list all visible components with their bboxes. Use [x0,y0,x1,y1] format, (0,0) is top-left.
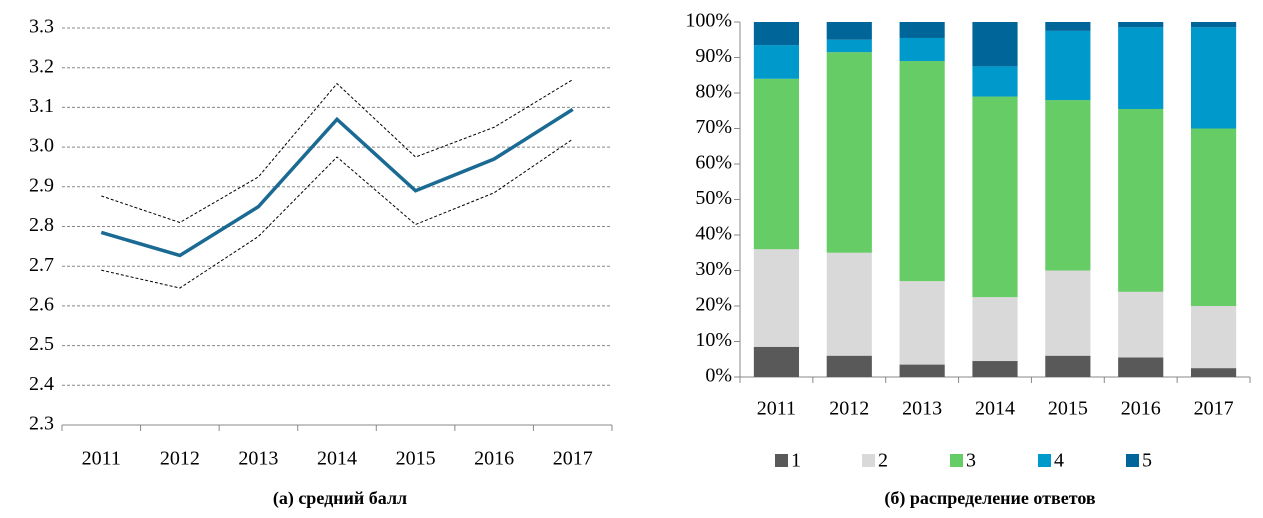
y-tick-label: 2.4 [29,373,54,395]
bar-segment [1118,22,1164,28]
caption: (а) средний балл [273,488,407,509]
y-tick-label: 3.2 [29,55,54,77]
bar-segment [826,52,872,253]
caption: (б) распределение ответов [884,488,1096,509]
y-tick-label: 60% [695,152,732,174]
y-tick-label: 70% [695,116,732,138]
bar-segment [1118,357,1164,377]
y-tick-label: 3.0 [29,135,54,157]
bar-segment [1190,368,1237,377]
x-tick-label: 2015 [1048,398,1088,420]
y-tick-label: 100% [685,10,732,32]
x-tick-label: 2011 [757,398,796,420]
y-tick-label: 2.5 [29,333,54,355]
x-tick-label: 2017 [553,448,593,470]
bar-segment [1045,22,1091,31]
bar-segment [899,37,945,62]
legend-label: 2 [878,450,888,472]
x-tick-label: 2014 [975,398,1015,420]
legend-label: 4 [1054,450,1064,472]
bar-segment [899,22,945,38]
bar-segment [826,355,872,377]
y-tick-label: 2.6 [29,293,54,315]
bar-segment [972,66,1018,97]
bar-segment [753,22,800,46]
bar-segment [1190,306,1237,369]
bar-segment [972,96,1018,298]
legend-swatch [775,454,788,467]
bar-segment [1045,30,1091,101]
bar-segment [1190,128,1237,306]
legend-label: 3 [966,450,976,472]
bar-segment [1118,108,1164,292]
y-tick-label: 50% [695,187,732,209]
bar-segment [1045,355,1091,377]
y-tick-label: 30% [695,258,732,280]
x-tick-label: 2017 [1194,398,1234,420]
x-tick-label: 2016 [474,448,514,470]
y-tick-label: 2.7 [29,254,54,276]
y-tick-label: 2.8 [29,214,54,236]
y-tick-label: 80% [695,81,732,103]
band-line [101,138,573,289]
x-tick-label: 2012 [160,448,200,470]
bar-segment [826,39,872,53]
y-tick-label: 3.1 [29,95,54,117]
mean-line [100,107,574,258]
x-tick-label: 2013 [902,398,942,420]
bar-segment [1045,100,1091,271]
bar-segment [899,364,945,377]
y-tick-label: 2.9 [29,174,54,196]
y-tick-label: 10% [695,329,732,351]
x-tick-label: 2015 [396,448,436,470]
x-tick-label: 2014 [317,448,357,470]
x-tick-label: 2011 [82,448,121,470]
bar-segment [1118,291,1164,358]
bar-segment [972,361,1018,377]
y-tick-label: 90% [695,45,732,67]
bar-segment [753,249,800,347]
bar-segment [972,22,1018,67]
legend-swatch [950,454,963,467]
legend-swatch [862,454,875,467]
legend-label: 1 [791,450,801,472]
y-tick-label: 20% [695,294,732,316]
y-tick-label: 40% [695,223,732,245]
bar-segment [899,281,945,365]
legend-swatch [1038,454,1051,467]
band-line [101,79,573,224]
y-tick-label: 0% [705,365,732,387]
bar-segment [972,297,1018,362]
x-tick-label: 2013 [238,448,278,470]
bar-segment [753,346,800,377]
bar-segment [1045,270,1091,356]
y-tick-label: 2.3 [29,413,54,435]
bar-segment [826,22,872,40]
bar-segment [826,252,872,356]
bar-segment [1118,27,1164,109]
x-tick-label: 2012 [829,398,869,420]
bar-segment [753,45,800,79]
legend-swatch [1126,454,1139,467]
bar-segment [1190,27,1237,129]
bar-segment [753,78,800,250]
legend-label: 5 [1142,450,1152,472]
x-tick-label: 2016 [1121,398,1161,420]
bar-segment [1190,22,1237,28]
y-tick-label: 3.3 [29,16,54,38]
bar-segment [899,61,945,282]
